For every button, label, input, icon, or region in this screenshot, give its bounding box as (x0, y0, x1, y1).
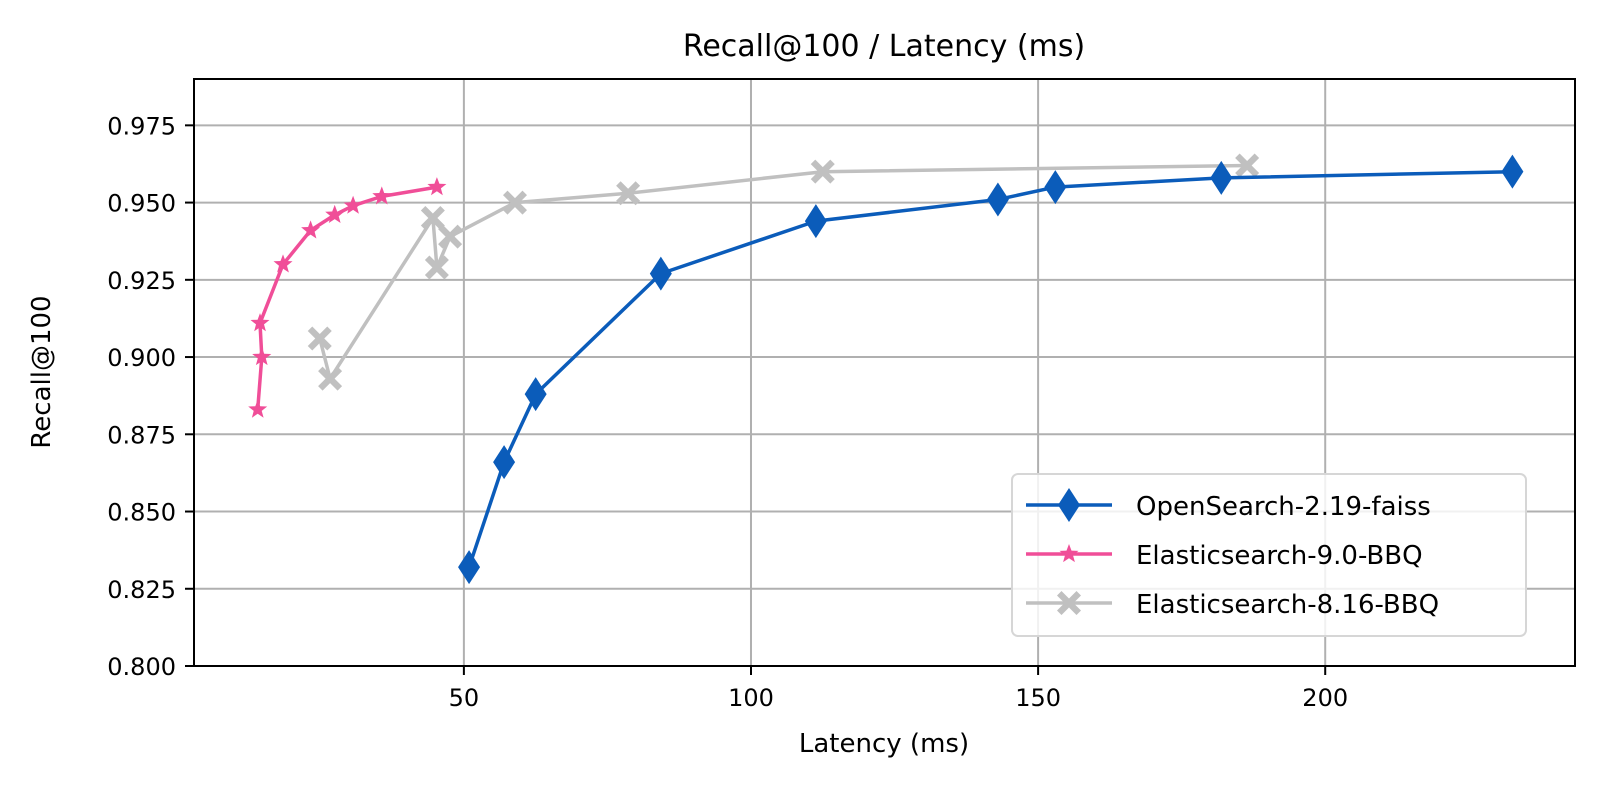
x-marker (420, 206, 445, 231)
series-elasticsearch-8-16-bbq (307, 153, 1260, 391)
diamond-marker (804, 204, 827, 239)
y-axis-label: Recall@100 (27, 295, 57, 448)
legend-item: Elasticsearch-9.0-BBQ (1026, 541, 1423, 571)
star-marker (250, 313, 270, 332)
y-tick-label: 0.800 (107, 653, 176, 681)
star-marker (248, 399, 268, 418)
diamond-marker (524, 377, 547, 412)
star-marker (252, 347, 272, 366)
series-elasticsearch-9-0-bbq (248, 177, 447, 418)
star-marker (372, 186, 392, 205)
y-tick-label: 0.975 (107, 112, 176, 140)
legend-label: Elasticsearch-8.16-BBQ (1136, 590, 1439, 620)
x-tick-label: 100 (728, 684, 774, 712)
y-tick-label: 0.825 (107, 576, 176, 604)
x-marker (318, 366, 343, 391)
diamond-marker (649, 256, 672, 291)
star-marker (343, 195, 363, 214)
y-tick-label: 0.850 (107, 499, 176, 527)
diamond-marker (986, 182, 1009, 217)
legend-label: OpenSearch-2.19-faiss (1136, 492, 1431, 522)
star-marker (1059, 544, 1079, 563)
plot-frame (193, 78, 1576, 667)
x-marker (1235, 153, 1260, 178)
series-opensearch-2-19-faiss (458, 154, 1524, 585)
series-line (255, 185, 438, 410)
legend-box (1011, 473, 1527, 637)
diamond-marker (1501, 154, 1524, 189)
x-marker (424, 255, 449, 280)
diamond-marker (493, 445, 516, 480)
y-tick-label: 0.950 (107, 190, 176, 218)
x-marker (307, 326, 332, 351)
y-tick-label: 0.900 (107, 344, 176, 372)
x-marker (810, 159, 835, 184)
legend: OpenSearch-2.19-faiss Elasticsearch-9.0-B… (1011, 473, 1527, 637)
y-tick-label: 0.925 (107, 267, 176, 295)
legend-item: Elasticsearch-8.16-BBQ (1026, 590, 1439, 620)
x-axis-label: Latency (ms) (799, 729, 969, 759)
x-tick-label: 200 (1302, 684, 1348, 712)
x-tick-label: 50 (449, 684, 480, 712)
series-group (248, 153, 1524, 585)
star-marker (273, 254, 293, 273)
diamond-marker (1210, 160, 1233, 195)
legend-label: Elasticsearch-9.0-BBQ (1136, 541, 1423, 571)
star-marker (325, 204, 345, 223)
x-marker (438, 224, 463, 249)
diamond-marker (1044, 170, 1067, 205)
series-line (318, 163, 1248, 381)
axis-ticks: 50 100 150 200 0.800 0.825 0.850 0.875 0.900 0.92… (107, 112, 1348, 712)
diamond-marker (458, 550, 481, 585)
diamond-marker (1058, 488, 1080, 522)
star-marker (427, 177, 447, 196)
x-marker (502, 190, 527, 215)
star-marker (301, 220, 321, 239)
y-tick-label: 0.875 (107, 421, 176, 449)
x-tick-label: 150 (1015, 684, 1061, 712)
chart-title: Recall@100 / Latency (ms) (683, 29, 1085, 64)
legend-item: OpenSearch-2.19-faiss (1026, 488, 1431, 522)
x-marker (1057, 591, 1081, 615)
x-marker (616, 181, 641, 206)
